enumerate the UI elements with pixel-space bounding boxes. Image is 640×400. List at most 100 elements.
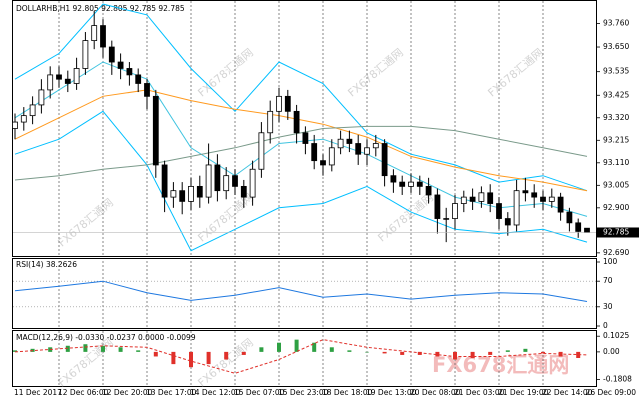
candle-body bbox=[513, 190, 520, 226]
macd-bar bbox=[118, 347, 123, 352]
x-tick-label: 14 Dec 12:00 bbox=[190, 388, 241, 397]
candle-body bbox=[91, 25, 98, 41]
candle-body bbox=[47, 74, 54, 91]
macd-bar bbox=[365, 351, 369, 353]
macd-bar bbox=[453, 351, 457, 360]
x-tick-label: 15 Dec 07:00 bbox=[234, 388, 285, 397]
candle-body bbox=[346, 138, 353, 144]
candle-body bbox=[100, 25, 106, 48]
candle-body bbox=[108, 46, 115, 63]
candle-body bbox=[584, 227, 590, 233]
y-tick-label: 0 bbox=[603, 321, 608, 330]
macd-bar bbox=[83, 344, 88, 352]
macd-bar bbox=[435, 351, 440, 357]
x-tick-label: 21 Dec 19:00 bbox=[498, 388, 549, 397]
x-tick-label: 18 Dec 18:00 bbox=[322, 388, 373, 397]
candle-body bbox=[82, 40, 89, 69]
x-tick-label: 13 Dec 17:00 bbox=[146, 388, 197, 397]
macd-bar bbox=[189, 351, 193, 368]
candle-body bbox=[302, 132, 309, 144]
y-tick-label: 92.900 bbox=[603, 203, 629, 212]
macd-bar bbox=[329, 347, 334, 352]
signal-line bbox=[14, 339, 588, 374]
indicator-line bbox=[14, 89, 588, 192]
candle-body bbox=[73, 68, 80, 84]
candle-body bbox=[38, 89, 45, 106]
y-tick-label: 92.690 bbox=[603, 248, 629, 257]
x-tick-label: 21 Dec 03:00 bbox=[454, 388, 505, 397]
x-tick-label: 19 Dec 13:00 bbox=[366, 388, 417, 397]
candle-body bbox=[504, 218, 511, 226]
candle-body bbox=[487, 192, 494, 204]
y-tick-label: 70 bbox=[603, 276, 613, 285]
macd-title: MACD(12,26,9) -0.0330 -0.0237 0.0000 -0.… bbox=[16, 333, 196, 342]
macd-bar bbox=[224, 351, 229, 360]
candle-body bbox=[135, 74, 142, 84]
candle-body bbox=[249, 168, 256, 198]
candle-body bbox=[223, 175, 230, 192]
candle-body bbox=[311, 143, 318, 162]
price-title: DOLLARHB,H1 92.805 92.805 92.785 92.785 bbox=[16, 4, 185, 13]
y-tick-label: 93.425 bbox=[603, 90, 629, 99]
y-tick-label: 93.650 bbox=[603, 42, 629, 51]
candle-body bbox=[434, 194, 441, 219]
candle-body bbox=[531, 192, 538, 198]
candle-body bbox=[276, 95, 282, 112]
macd-bar bbox=[347, 350, 352, 352]
macd-bar bbox=[136, 350, 141, 352]
x-tick-label: 12 Dec 20:00 bbox=[102, 388, 153, 397]
candle-body bbox=[540, 196, 546, 202]
macd-bar bbox=[541, 351, 545, 354]
candle-body bbox=[337, 138, 344, 149]
candle-body bbox=[355, 143, 362, 155]
candle-body bbox=[522, 190, 529, 194]
macd-bar bbox=[400, 351, 405, 355]
y-tick-label: 100 bbox=[603, 257, 618, 266]
candle-body bbox=[12, 121, 18, 129]
candle-body bbox=[214, 164, 221, 192]
candle-body bbox=[29, 104, 36, 117]
y-tick-label: 30 bbox=[603, 302, 613, 311]
macd-bar bbox=[417, 351, 422, 355]
candle-body bbox=[64, 78, 71, 84]
x-tick-label: 22 Dec 14:00 bbox=[542, 388, 593, 397]
y-tick-label: 93.535 bbox=[603, 67, 629, 76]
candle-body bbox=[188, 185, 194, 202]
candle-body bbox=[196, 185, 203, 198]
candle-body bbox=[144, 83, 150, 97]
candle-body bbox=[205, 164, 212, 198]
candle-body bbox=[408, 181, 414, 187]
y-tick-label: 0.00 bbox=[603, 347, 620, 356]
macd-bar bbox=[488, 351, 493, 355]
macd-bar bbox=[101, 345, 105, 352]
macd-bar bbox=[153, 351, 158, 357]
candle-body bbox=[575, 222, 582, 232]
macd-bar bbox=[312, 342, 317, 352]
macd-bar bbox=[171, 351, 176, 365]
macd-bar bbox=[259, 347, 264, 352]
x-tick-label: 11 Dec 2017 bbox=[14, 388, 62, 397]
macd-bar bbox=[505, 350, 510, 352]
candle-body bbox=[258, 132, 265, 170]
candle-body bbox=[240, 185, 247, 198]
candle-body bbox=[284, 95, 291, 112]
candle-body bbox=[179, 190, 186, 202]
rsi-line bbox=[14, 280, 588, 302]
macd-bar bbox=[241, 351, 246, 355]
candle-body bbox=[267, 110, 274, 134]
candle-body bbox=[372, 143, 379, 149]
candle-body bbox=[399, 181, 406, 187]
y-tick-label: 93.760 bbox=[603, 18, 629, 27]
macd-bar bbox=[382, 351, 387, 354]
indicator-line bbox=[14, 3, 588, 192]
last-price-box bbox=[597, 227, 639, 238]
candle-body bbox=[117, 61, 124, 69]
candle-body bbox=[460, 196, 467, 204]
candle-body bbox=[152, 95, 159, 166]
candle-body bbox=[56, 74, 62, 80]
candle-body bbox=[469, 196, 476, 202]
candle-body bbox=[293, 110, 300, 134]
candle-body bbox=[548, 196, 555, 202]
macd-bar bbox=[277, 342, 281, 352]
